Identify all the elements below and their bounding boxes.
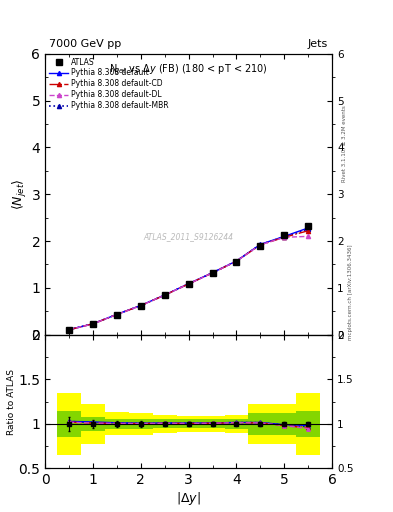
- Text: mcplots.cern.ch [arXiv:1306.3436]: mcplots.cern.ch [arXiv:1306.3436]: [348, 244, 353, 339]
- Text: ATLAS_2011_S9126244: ATLAS_2011_S9126244: [143, 232, 234, 241]
- X-axis label: $|\Delta y|$: $|\Delta y|$: [176, 490, 201, 507]
- Text: 7000 GeV pp: 7000 GeV pp: [49, 38, 121, 49]
- Text: N$_{jet}$ vs $\Delta y$ (FB) (180 < pT < 210): N$_{jet}$ vs $\Delta y$ (FB) (180 < pT <…: [109, 62, 268, 77]
- Y-axis label: Ratio to ATLAS: Ratio to ATLAS: [7, 369, 16, 435]
- Legend: ATLAS, Pythia 8.308 default, Pythia 8.308 default-CD, Pythia 8.308 default-DL, P: ATLAS, Pythia 8.308 default, Pythia 8.30…: [48, 56, 170, 112]
- Text: Jets: Jets: [308, 38, 328, 49]
- Text: Rivet 3.1.10, ≥ 3.2M events: Rivet 3.1.10, ≥ 3.2M events: [342, 105, 347, 182]
- Y-axis label: $\langle N_{jet}\rangle$: $\langle N_{jet}\rangle$: [11, 179, 29, 210]
